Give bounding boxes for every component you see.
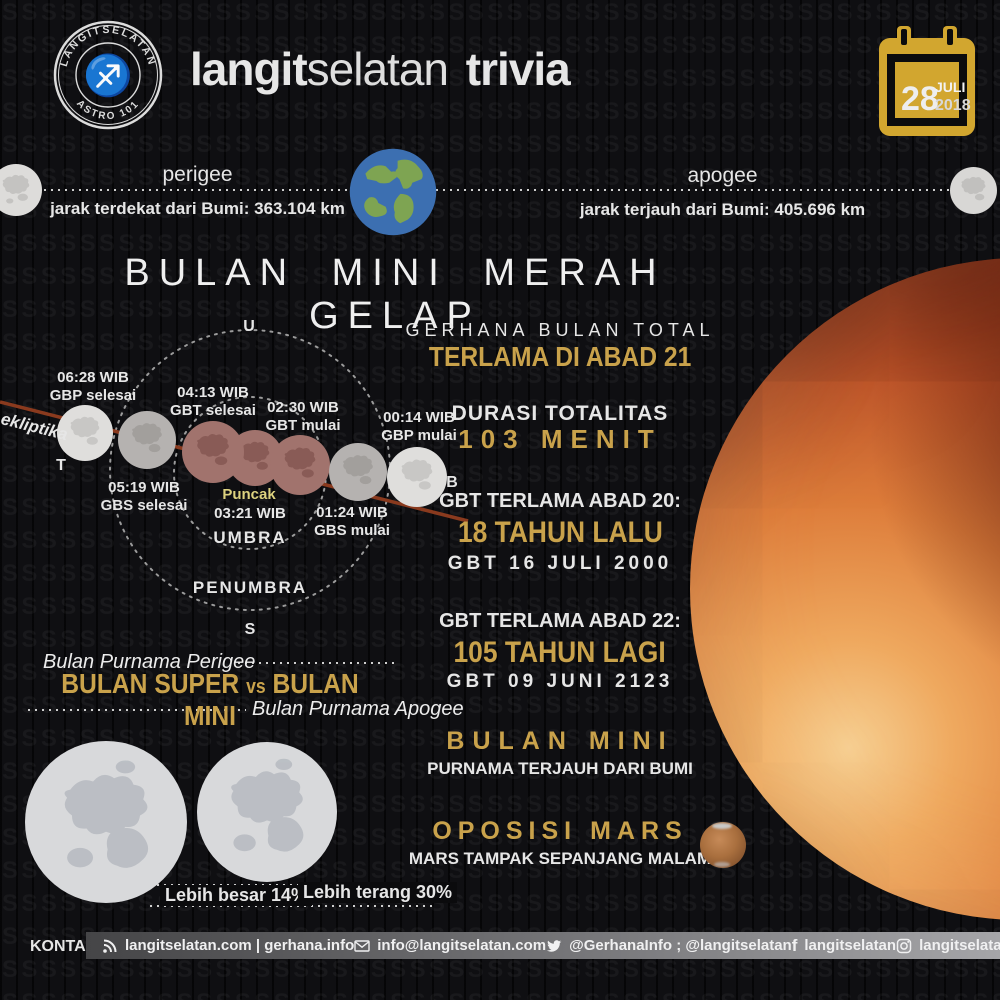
apogee-label: apogee [687, 164, 758, 187]
mini-sub: PURNAMA TERJAUH DARI BUMI [427, 759, 693, 778]
footer-contact-bar: langitselatan.com | gerhana.info info@la… [86, 932, 1000, 959]
instagram-icon [896, 938, 912, 953]
contact-website-text: langitselatan.com | gerhana.info [125, 937, 355, 954]
ecliptic-label: ekliptika [0, 409, 70, 444]
event-time: 02:30 WIB [267, 399, 339, 416]
contact-email-text: info@langitselatan.com [377, 937, 547, 954]
rss-icon [103, 939, 117, 953]
compare-perigee-caption: Bulan Purnama Perigee [43, 651, 256, 673]
event-time: 06:28 WIB [57, 369, 129, 386]
eclipse-moon-gbs-selesai [118, 411, 176, 469]
event-phase: GBT mulai [265, 417, 340, 434]
title-part-trivia: trivia [465, 43, 571, 95]
cardinal-south: S [245, 621, 256, 638]
event-time: 01:24 WIB [316, 504, 388, 521]
contact-website[interactable]: langitselatan.com | gerhana.info [102, 937, 354, 954]
mail-icon [354, 939, 370, 952]
calendar-year: 2018 [935, 97, 971, 114]
event-phase: GBS selesai [101, 497, 188, 514]
abad22-value: 105 TAHUN LAGI [453, 636, 667, 669]
abad20-date: GBT 16 JULI 2000 [447, 553, 673, 574]
twitter-icon [547, 939, 562, 952]
perigee-label: perigee [162, 163, 233, 186]
centaur-archer-icon: ♐ [83, 52, 133, 98]
eclipse-moon-gbp-selesai [57, 405, 113, 461]
contact-facebook-text: langitselatan [804, 937, 897, 954]
mars-graphic [700, 822, 746, 868]
abad20-label: GBT TERLAMA ABAD 20: [439, 490, 681, 512]
calendar-day: 28 [901, 80, 939, 118]
facts-headline-main: TERLAMA DI ABAD 21 [428, 341, 692, 372]
facts-headline-top: GERHANA BULAN TOTAL [405, 320, 715, 340]
compare-apogee-caption: Bulan Purnama Apogee [252, 698, 464, 720]
calendar-month: JULI [935, 79, 965, 95]
event-time: 04:13 WIB [177, 384, 249, 401]
apogee-detail: jarak terjauh dari Bumi: 405.696 km [579, 200, 866, 219]
eclipse-moon-gbt-selesai [182, 421, 244, 483]
title-part-bold: langit [190, 43, 308, 95]
apogee-moon-graphic [950, 167, 997, 219]
mars-title: OPOSISI MARS [432, 817, 688, 845]
abad22-date: GBT 09 JUNI 2123 [446, 671, 674, 692]
supermoon-graphic [25, 741, 187, 908]
contact-email[interactable]: info@langitselatan.com [354, 937, 546, 954]
contact-instagram[interactable]: langitselatanmedia [896, 937, 1000, 954]
logo-badge-icon: LANGITSELATAN ASTRO 101 ♐ [53, 20, 163, 130]
orbit-dotted-line [30, 189, 975, 191]
calendar-icon: 28 JULI 2018 [877, 26, 977, 146]
event-phase: GBT selesai [170, 402, 256, 419]
mars-sub: MARS TAMPAK SEPANJANG MALAM [408, 849, 712, 868]
abad22-label: GBT TERLAMA ABAD 22: [439, 610, 681, 632]
main-title: BULAN MINI MERAH GELAP [124, 252, 666, 337]
brighter-label: Lebih terang 30% [298, 882, 458, 903]
event-time: 00:14 WIB [383, 409, 455, 426]
event-phase: GBS mulai [314, 522, 390, 539]
langitselatan-logo-badge: LANGITSELATAN ASTRO 101 ♐ [52, 19, 164, 131]
duration-label: DURASI TOTALITAS [451, 402, 669, 425]
contact-facebook[interactable]: f langitselatan [792, 936, 896, 956]
contact-twitter-text: @GerhanaInfo ; @langitselatan [569, 937, 792, 954]
compare-title: BULAN SUPER vs BULAN MINI [30, 668, 390, 732]
cardinal-west: T [56, 457, 66, 474]
mini-title: BULAN MINI [446, 727, 674, 755]
umbra-label: UMBRA [213, 528, 286, 547]
compare-title-vs: vs [246, 676, 266, 698]
eclipse-moon-gbp-mulai [387, 447, 447, 507]
event-time: 05:19 WIB [108, 479, 180, 496]
page-title: langitselatan trivia [190, 42, 571, 96]
eclipse-diagram: 06:28 WIB GBP selesai 04:13 WIB GBT sele… [0, 300, 470, 655]
cardinal-east: B [446, 474, 458, 491]
facts-column: GERHANA BULAN TOTAL TERLAMA DI ABAD 21 D… [395, 0, 725, 900]
compare-title-left: BULAN SUPER [61, 668, 240, 699]
contact-twitter[interactable]: @GerhanaInfo ; @langitselatan [546, 937, 792, 954]
bigger-label: Lebih besar 14% [160, 885, 313, 906]
event-time: 03:21 WIB [214, 505, 286, 522]
compare-title-right: BULAN MINI [183, 668, 359, 731]
penumbra-label: PENUMBRA [193, 578, 307, 597]
cardinal-north: U [243, 318, 255, 335]
perigee-moon-graphic [0, 164, 42, 221]
contact-instagram-text: langitselatanmedia [919, 937, 1000, 954]
peak-label: Puncak [222, 486, 276, 503]
kontak-label: KONTAK: [30, 938, 103, 955]
event-phase: GBP mulai [381, 427, 457, 444]
minimoon-graphic [197, 742, 337, 887]
eclipse-moon-gbt-mulai [270, 435, 330, 495]
facebook-icon: f [791, 935, 798, 955]
eclipse-moon-gbs-mulai [329, 443, 387, 501]
title-part-light: selatan [306, 43, 449, 95]
event-phase: GBP selesai [50, 387, 136, 404]
abad20-value: 18 TAHUN LALU [457, 516, 663, 549]
duration-value: 103 MENIT [458, 424, 662, 454]
perigee-detail: jarak terdekat dari Bumi: 363.104 km [50, 199, 345, 218]
earth-graphic [347, 146, 439, 243]
